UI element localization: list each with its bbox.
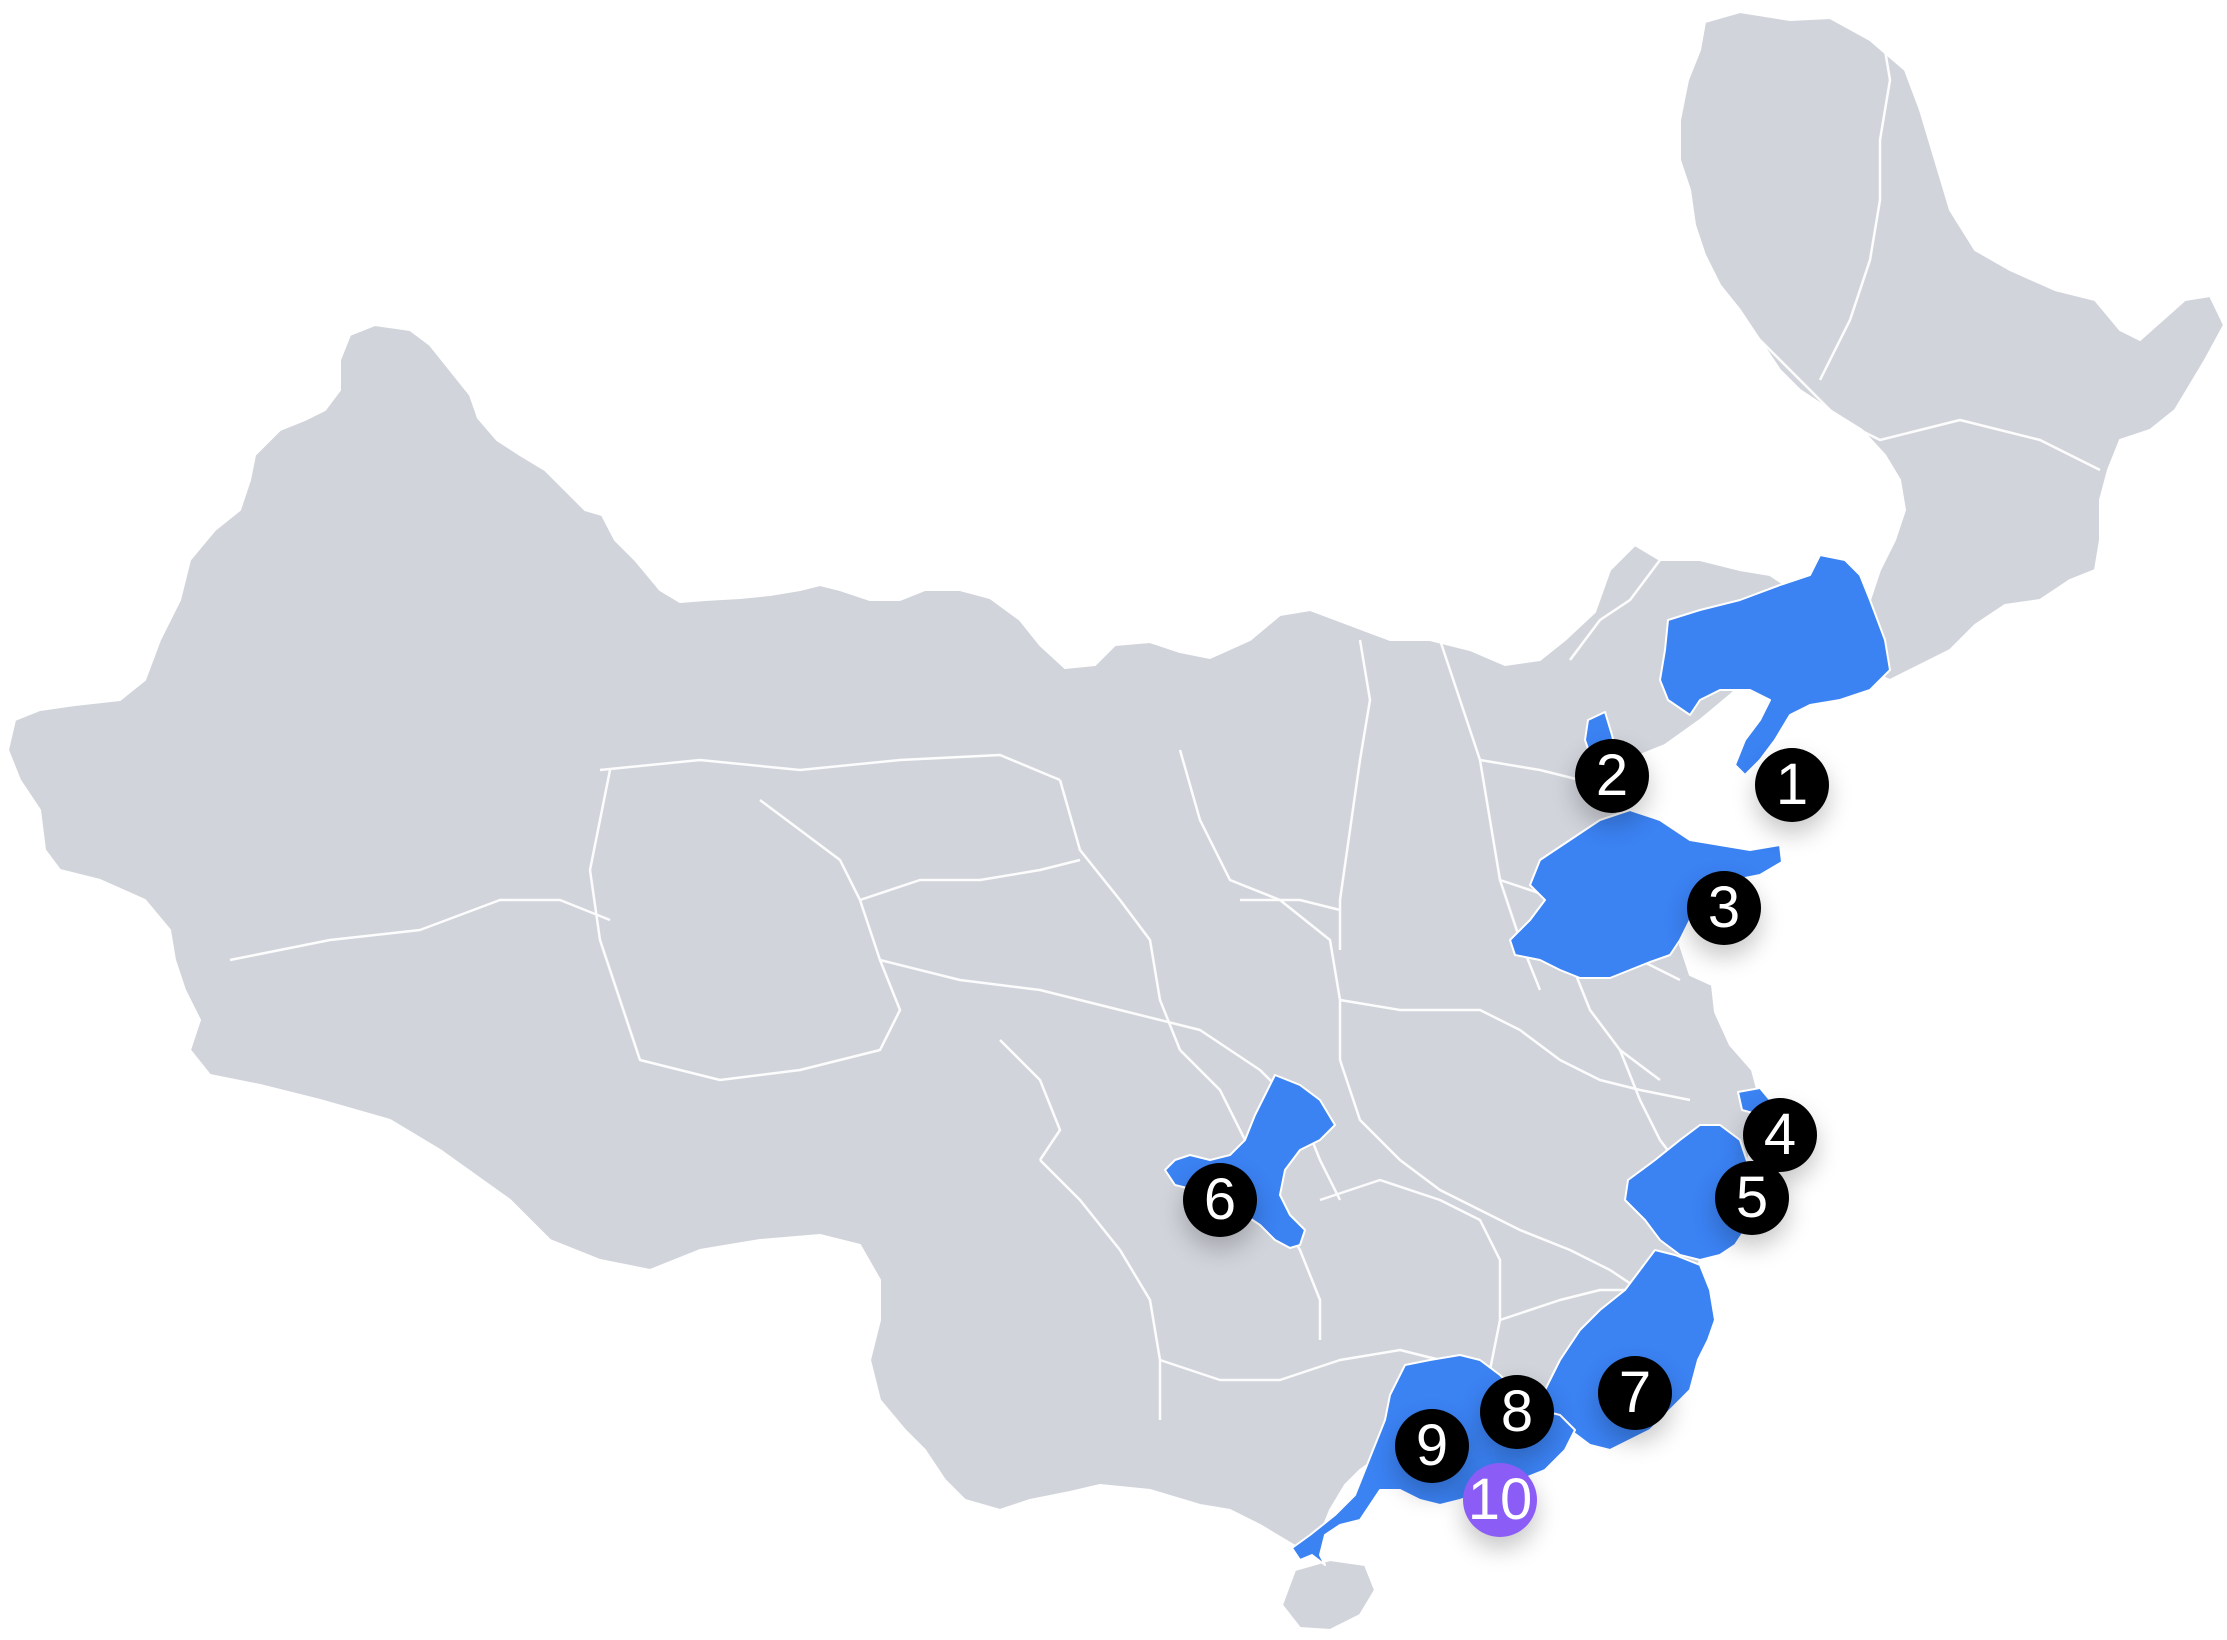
marker-7[interactable]: 7 <box>1598 1356 1672 1430</box>
region-shandong[interactable] <box>1509 809 1783 979</box>
marker-6-label: 6 <box>1203 1167 1237 1232</box>
marker-4[interactable]: 4 <box>1743 1098 1817 1172</box>
marker-2-label: 2 <box>1595 743 1629 808</box>
land-layer <box>7 11 2225 1631</box>
region-fujian[interactable] <box>1544 1249 1716 1451</box>
marker-5[interactable]: 5 <box>1715 1161 1789 1235</box>
marker-10[interactable]: 10 <box>1463 1463 1537 1537</box>
marker-8-label: 8 <box>1500 1379 1534 1444</box>
marker-10-label: 10 <box>1467 1467 1533 1532</box>
marker-3-label: 3 <box>1707 875 1741 940</box>
marker-2[interactable]: 2 <box>1575 739 1649 813</box>
marker-7-label: 7 <box>1618 1360 1652 1425</box>
marker-6[interactable]: 6 <box>1183 1163 1257 1237</box>
region-zhejiang[interactable] <box>1624 1124 1753 1261</box>
marker-4-label: 4 <box>1763 1102 1797 1167</box>
marker-3[interactable]: 3 <box>1687 871 1761 945</box>
marker-8[interactable]: 8 <box>1480 1375 1554 1449</box>
china-mainland <box>7 11 2225 1556</box>
region-chongqing[interactable] <box>1164 1074 1336 1249</box>
region-liaoning[interactable] <box>1659 554 1891 776</box>
marker-9[interactable]: 9 <box>1395 1409 1469 1483</box>
marker-1-label: 1 <box>1775 752 1809 817</box>
marker-5-label: 5 <box>1735 1165 1769 1230</box>
hainan-island <box>1281 1559 1376 1631</box>
marker-1[interactable]: 1 <box>1755 748 1829 822</box>
marker-9-label: 9 <box>1415 1413 1449 1478</box>
